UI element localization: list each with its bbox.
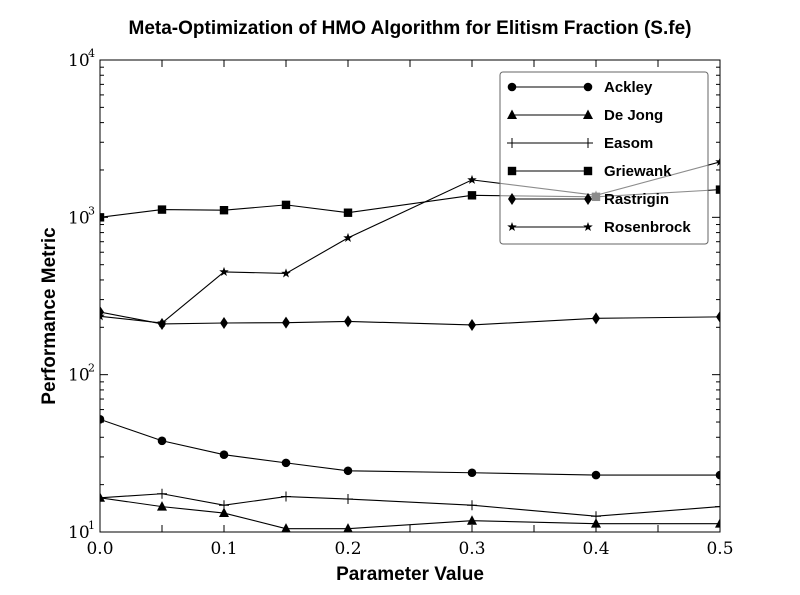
series-line-ackley (100, 418, 720, 476)
data-point-ackley (715, 470, 720, 480)
data-point-rosenbrock (343, 232, 353, 242)
x-tick-label: 0.3 (458, 539, 485, 559)
legend-item-rosenbrock: Rosenbrock (507, 219, 691, 236)
chart-title: Meta-Optimization of HMO Algorithm for E… (129, 18, 692, 39)
legend-label: Easom (604, 135, 653, 152)
data-point-griewank (343, 208, 353, 217)
y-tick-exponent: 3 (88, 204, 95, 217)
legend-item-de-jong: De Jong (507, 107, 663, 124)
data-point-rastrigin (220, 317, 228, 330)
legend-label: Ackley (604, 79, 653, 96)
data-point-de-jong (100, 492, 105, 502)
data-point-easom (281, 491, 291, 502)
data-point-griewank (157, 205, 167, 214)
data-point-ackley (157, 436, 167, 446)
data-point-rastrigin (282, 316, 290, 329)
data-point-ackley (281, 458, 291, 468)
data-point-ackley (343, 466, 353, 476)
legend-item-rastrigin: Rastrigin (508, 191, 669, 208)
y-axis-label: Performance Metric (39, 227, 60, 405)
y-tick-exponent: 2 (88, 362, 95, 375)
series-easom (100, 488, 720, 522)
x-tick-label: 0.0 (86, 539, 113, 559)
y-tick-exponent: 4 (88, 47, 95, 60)
data-point-rosenbrock (715, 156, 720, 166)
series-line-de-jong (100, 497, 720, 530)
series-de-jong (100, 492, 720, 532)
x-tick-label: 0.5 (706, 539, 733, 559)
legend-marker (507, 166, 517, 176)
legend-marker (583, 109, 593, 119)
series-line-easom (100, 493, 720, 517)
data-point-rastrigin (716, 310, 720, 323)
data-point-rosenbrock (100, 311, 105, 321)
data-point-de-jong (219, 507, 229, 518)
legend-marker (583, 82, 593, 92)
data-point-easom (343, 494, 353, 505)
legend-marker (507, 138, 517, 148)
data-point-ackley (100, 415, 105, 424)
data-point-easom (157, 488, 167, 499)
legend-item-griewank: Griewank (507, 163, 672, 180)
series-line-rastrigin (100, 311, 720, 326)
data-point-ackley (467, 468, 477, 478)
data-point-rosenbrock (219, 266, 229, 276)
legend-marker (507, 222, 517, 232)
x-tick-label: 0.2 (334, 539, 361, 559)
x-tick-label: 0.4 (582, 539, 609, 559)
y-tick-label: 10 (68, 208, 90, 228)
legend-item-easom: Easom (507, 135, 653, 152)
legend-item-ackley: Ackley (507, 79, 653, 96)
data-point-griewank (281, 200, 291, 210)
x-axis-label: Parameter Value (336, 564, 484, 585)
data-point-easom (100, 492, 105, 503)
legend-label: De Jong (604, 107, 663, 124)
legend-marker (583, 166, 593, 176)
legend-marker (507, 82, 517, 92)
data-point-rosenbrock (467, 174, 477, 184)
data-point-griewank (715, 185, 720, 194)
data-point-rosenbrock (157, 318, 167, 328)
legend-marker (507, 109, 517, 119)
data-point-griewank (219, 206, 229, 215)
legend-marker (584, 193, 592, 205)
data-point-easom (467, 500, 477, 511)
data-point-easom (219, 500, 229, 511)
series-ackley (100, 415, 720, 480)
y-tick-label: 10 (68, 366, 90, 386)
legend-marker (583, 138, 593, 148)
y-tick-exponent: 1 (88, 519, 95, 532)
legend-label: Rastrigin (604, 191, 669, 208)
data-point-de-jong (467, 515, 477, 525)
legend-label: Rosenbrock (604, 219, 691, 236)
y-tick-label: 10 (68, 51, 90, 71)
data-point-easom (591, 511, 601, 522)
x-tick-label: 0.1 (210, 539, 237, 559)
data-point-ackley (591, 470, 601, 480)
series-rastrigin (100, 306, 720, 331)
data-point-de-jong (591, 518, 601, 528)
y-tick-label: 10 (68, 523, 90, 543)
data-point-rastrigin (592, 312, 600, 325)
data-point-griewank (467, 191, 477, 200)
data-point-de-jong (157, 501, 167, 511)
legend-label: Griewank (604, 163, 672, 180)
legend-marker (583, 222, 593, 232)
legend: Ackley De Jong Easom Griewank Rastrigin Rosen… (499, 71, 709, 245)
legend-marker (508, 193, 516, 205)
data-point-rastrigin (344, 315, 352, 328)
data-point-rosenbrock (281, 268, 291, 278)
data-point-rastrigin (468, 318, 476, 331)
data-point-easom (715, 501, 720, 512)
data-point-ackley (219, 450, 229, 459)
data-point-de-jong (715, 518, 720, 528)
